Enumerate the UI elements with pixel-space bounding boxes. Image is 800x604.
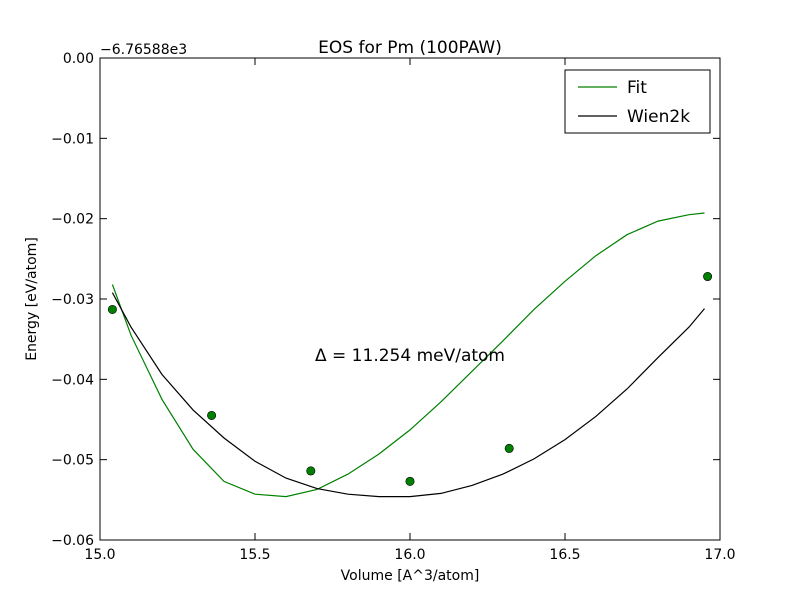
data-point <box>504 443 514 453</box>
chart-title: EOS for Pm (100PAW) <box>318 38 502 58</box>
data-point <box>703 272 713 282</box>
y-offset-label: −6.76588e3 <box>100 42 187 58</box>
x-axis-label: Volume [A^3/atom] <box>341 568 480 584</box>
data-point <box>306 466 316 476</box>
y-tick-label: −0.01 <box>51 131 94 147</box>
legend-label: Fit <box>627 78 647 98</box>
legend: Fit Wien2k <box>564 69 711 134</box>
data-point <box>107 304 117 314</box>
legend-label: Wien2k <box>627 107 690 127</box>
x-tick-label: 16.5 <box>549 547 580 563</box>
y-tick-label: −0.02 <box>51 212 94 228</box>
x-tick-label: 16.0 <box>394 547 425 563</box>
y-tick-label: −0.03 <box>51 292 94 308</box>
y-tick-label: −0.04 <box>51 372 94 388</box>
x-tick-label: 17.0 <box>704 547 735 563</box>
x-tick-label: 15.5 <box>239 547 270 563</box>
plot-area: 15.0 15.5 16.0 16.5 17.0 0.00 −0.01 −0.02 −0.03 −… <box>51 51 735 563</box>
x-tick-label: 15.0 <box>84 547 115 563</box>
legend-box <box>564 69 711 134</box>
y-tick-label: −0.05 <box>51 453 94 469</box>
data-point <box>207 410 217 420</box>
y-tick-label: −0.06 <box>51 533 94 549</box>
series-line-fit <box>111 212 705 498</box>
delta-annotation: Δ = 11.254 meV/atom <box>315 346 505 366</box>
series-line-wien2k <box>111 292 705 498</box>
data-point <box>405 476 415 486</box>
y-axis-label: Energy [eV/atom] <box>24 237 40 361</box>
y-tick-label: 0.00 <box>63 51 94 67</box>
